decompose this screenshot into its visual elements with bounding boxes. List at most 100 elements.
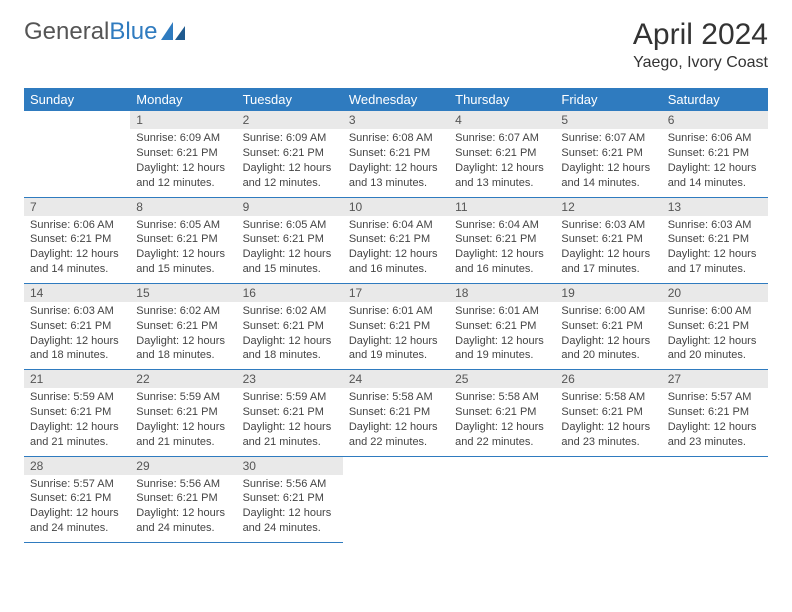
calendar-cell — [449, 456, 555, 542]
day-info-line: Daylight: 12 hours — [243, 506, 337, 521]
calendar-cell: 20Sunrise: 6:00 AMSunset: 6:21 PMDayligh… — [662, 283, 768, 369]
day-info: Sunrise: 6:09 AMSunset: 6:21 PMDaylight:… — [130, 129, 236, 196]
day-info-line: Sunrise: 6:07 AM — [455, 131, 549, 146]
day-info-line: Sunset: 6:21 PM — [349, 232, 443, 247]
calendar-cell: 6Sunrise: 6:06 AMSunset: 6:21 PMDaylight… — [662, 111, 768, 197]
day-info-line: Sunrise: 6:02 AM — [243, 304, 337, 319]
day-info-line: Sunset: 6:21 PM — [136, 146, 230, 161]
day-info-line: Sunrise: 5:57 AM — [668, 390, 762, 405]
day-info-line: and 17 minutes. — [668, 262, 762, 277]
day-info-line: Daylight: 12 hours — [349, 420, 443, 435]
day-info: Sunrise: 6:02 AMSunset: 6:21 PMDaylight:… — [130, 302, 236, 369]
day-info-line: Sunrise: 6:05 AM — [243, 218, 337, 233]
day-number: 10 — [343, 198, 449, 216]
day-number: 8 — [130, 198, 236, 216]
logo: GeneralBlue — [24, 18, 187, 46]
day-info-line: Sunset: 6:21 PM — [349, 146, 443, 161]
day-info-line: Sunrise: 5:59 AM — [243, 390, 337, 405]
calendar-cell — [24, 111, 130, 197]
day-info-line: and 13 minutes. — [455, 176, 549, 191]
weekday-header: Tuesday — [237, 88, 343, 111]
calendar-cell: 27Sunrise: 5:57 AMSunset: 6:21 PMDayligh… — [662, 370, 768, 456]
header: GeneralBlue April 2024 Yaego, Ivory Coas… — [24, 18, 768, 72]
day-info-line: Sunrise: 5:58 AM — [561, 390, 655, 405]
day-info-line: and 24 minutes. — [136, 521, 230, 536]
day-info: Sunrise: 5:59 AMSunset: 6:21 PMDaylight:… — [24, 388, 130, 455]
calendar-cell: 29Sunrise: 5:56 AMSunset: 6:21 PMDayligh… — [130, 456, 236, 542]
calendar-cell: 3Sunrise: 6:08 AMSunset: 6:21 PMDaylight… — [343, 111, 449, 197]
day-info-line: Daylight: 12 hours — [455, 247, 549, 262]
day-info: Sunrise: 5:56 AMSunset: 6:21 PMDaylight:… — [237, 475, 343, 542]
day-info-line: Sunrise: 6:08 AM — [349, 131, 443, 146]
day-number: 1 — [130, 111, 236, 129]
day-number: 26 — [555, 370, 661, 388]
day-info-line: Sunrise: 6:09 AM — [243, 131, 337, 146]
day-info-line: Daylight: 12 hours — [349, 334, 443, 349]
day-info: Sunrise: 6:03 AMSunset: 6:21 PMDaylight:… — [662, 216, 768, 283]
day-info-line: Sunrise: 5:59 AM — [30, 390, 124, 405]
day-info-line: Daylight: 12 hours — [668, 247, 762, 262]
day-info: Sunrise: 6:00 AMSunset: 6:21 PMDaylight:… — [555, 302, 661, 369]
day-info: Sunrise: 6:03 AMSunset: 6:21 PMDaylight:… — [555, 216, 661, 283]
day-info-line: Daylight: 12 hours — [455, 420, 549, 435]
day-info-line: Sunrise: 6:00 AM — [561, 304, 655, 319]
day-number: 29 — [130, 457, 236, 475]
calendar-cell: 1Sunrise: 6:09 AMSunset: 6:21 PMDaylight… — [130, 111, 236, 197]
day-info: Sunrise: 6:03 AMSunset: 6:21 PMDaylight:… — [24, 302, 130, 369]
day-info-line: Sunset: 6:21 PM — [455, 319, 549, 334]
day-info: Sunrise: 6:01 AMSunset: 6:21 PMDaylight:… — [449, 302, 555, 369]
calendar-cell: 26Sunrise: 5:58 AMSunset: 6:21 PMDayligh… — [555, 370, 661, 456]
day-number: 3 — [343, 111, 449, 129]
day-info-line: Daylight: 12 hours — [349, 161, 443, 176]
calendar-cell: 28Sunrise: 5:57 AMSunset: 6:21 PMDayligh… — [24, 456, 130, 542]
day-info: Sunrise: 5:56 AMSunset: 6:21 PMDaylight:… — [130, 475, 236, 542]
day-info-line: and 22 minutes. — [455, 435, 549, 450]
day-info-line: Sunrise: 5:56 AM — [243, 477, 337, 492]
day-info-line: Sunset: 6:21 PM — [561, 146, 655, 161]
day-info-line: and 17 minutes. — [561, 262, 655, 277]
day-number: 27 — [662, 370, 768, 388]
day-info-line: and 19 minutes. — [349, 348, 443, 363]
day-info-line: Sunset: 6:21 PM — [30, 319, 124, 334]
day-info-line: Daylight: 12 hours — [243, 247, 337, 262]
day-info-line: Daylight: 12 hours — [455, 334, 549, 349]
day-info-line: and 20 minutes. — [561, 348, 655, 363]
calendar-cell: 25Sunrise: 5:58 AMSunset: 6:21 PMDayligh… — [449, 370, 555, 456]
day-info-line: and 24 minutes. — [30, 521, 124, 536]
day-info-line: Sunset: 6:21 PM — [668, 319, 762, 334]
calendar-body: 1Sunrise: 6:09 AMSunset: 6:21 PMDaylight… — [24, 111, 768, 543]
day-info: Sunrise: 5:59 AMSunset: 6:21 PMDaylight:… — [237, 388, 343, 455]
day-info-line: and 14 minutes. — [30, 262, 124, 277]
calendar-cell: 23Sunrise: 5:59 AMSunset: 6:21 PMDayligh… — [237, 370, 343, 456]
day-info: Sunrise: 6:02 AMSunset: 6:21 PMDaylight:… — [237, 302, 343, 369]
day-info-line: and 14 minutes. — [561, 176, 655, 191]
day-info-line: Sunrise: 6:03 AM — [668, 218, 762, 233]
weekday-header-row: Sunday Monday Tuesday Wednesday Thursday… — [24, 88, 768, 111]
day-info-line: Sunset: 6:21 PM — [455, 405, 549, 420]
day-info-line: and 15 minutes. — [136, 262, 230, 277]
calendar-cell: 22Sunrise: 5:59 AMSunset: 6:21 PMDayligh… — [130, 370, 236, 456]
day-number: 24 — [343, 370, 449, 388]
day-number: 22 — [130, 370, 236, 388]
day-info-line: Sunrise: 6:07 AM — [561, 131, 655, 146]
day-number: 20 — [662, 284, 768, 302]
day-number: 14 — [24, 284, 130, 302]
calendar-cell — [662, 456, 768, 542]
day-number: 5 — [555, 111, 661, 129]
day-info-line: Daylight: 12 hours — [136, 506, 230, 521]
day-info-line: Daylight: 12 hours — [136, 247, 230, 262]
calendar-week-row: 28Sunrise: 5:57 AMSunset: 6:21 PMDayligh… — [24, 456, 768, 542]
day-info: Sunrise: 6:07 AMSunset: 6:21 PMDaylight:… — [449, 129, 555, 196]
day-info: Sunrise: 6:08 AMSunset: 6:21 PMDaylight:… — [343, 129, 449, 196]
day-info-line: Sunrise: 5:56 AM — [136, 477, 230, 492]
day-info-line: Sunrise: 6:01 AM — [455, 304, 549, 319]
day-number: 15 — [130, 284, 236, 302]
day-info-line: Sunset: 6:21 PM — [668, 146, 762, 161]
day-info-line: Sunrise: 6:04 AM — [455, 218, 549, 233]
weekday-header: Friday — [555, 88, 661, 111]
day-info-line: Sunrise: 6:03 AM — [561, 218, 655, 233]
day-info: Sunrise: 5:58 AMSunset: 6:21 PMDaylight:… — [555, 388, 661, 455]
day-info-line: and 15 minutes. — [243, 262, 337, 277]
day-info-line: Daylight: 12 hours — [136, 161, 230, 176]
day-number: 13 — [662, 198, 768, 216]
